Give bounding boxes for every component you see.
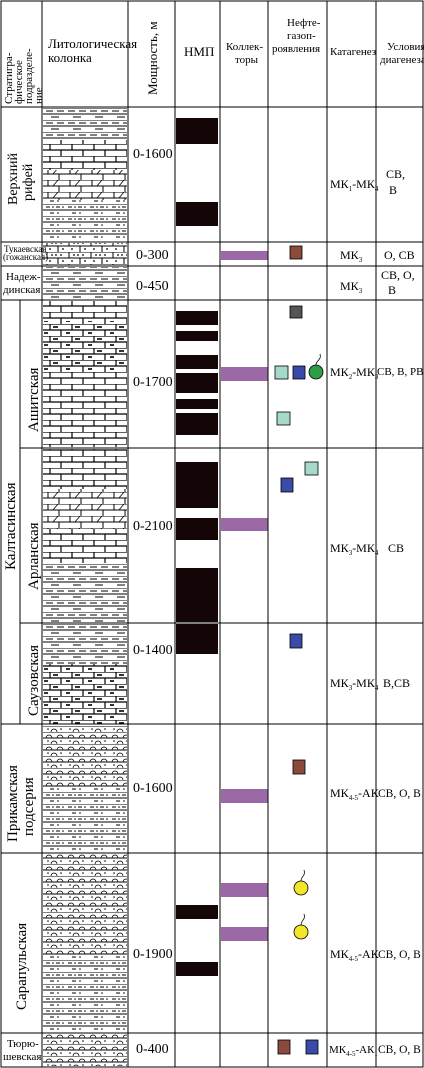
drop-stem (300, 913, 305, 926)
lithology-column (43, 107, 127, 1066)
thickness-value: 0-1600 (133, 781, 173, 796)
thickness-value: 0-450 (136, 279, 169, 294)
thickness-value: 0-1400 (133, 643, 173, 658)
thickness-value: 0-1700 (133, 375, 173, 390)
katagenez-value: МК3-МК4 (330, 541, 379, 557)
strat-units: Верхний рифей Тукаевская (гожанская) Над… (3, 149, 49, 1063)
drop-stem (300, 869, 305, 882)
nmp-bar (176, 399, 218, 409)
thickness-value: 0-1900 (133, 947, 173, 962)
show-yellow-drop (293, 924, 309, 940)
thickness-value: 0-2100 (133, 519, 173, 534)
show-teal-square (304, 461, 319, 476)
header-ngp: Нефте- газоп- роявления (272, 17, 323, 55)
collector-bar (221, 251, 268, 260)
group-kaltasinskaya: Калтасинская (3, 482, 19, 570)
show-green-drop (308, 364, 324, 380)
conditions-value: СВ, В (386, 167, 408, 197)
katagenez-value: МК3 (340, 248, 363, 264)
header: Стратигра- фическое подразделе- ние Лито… (3, 17, 424, 104)
conditions-value: СВ, О, В (378, 1044, 421, 1056)
conditions-value: СВ, О, В (381, 268, 418, 297)
show-brown-square (292, 759, 306, 775)
conditions-value: О, СВ (384, 248, 415, 262)
unit-sarapulskaya: Сарапульская (14, 923, 30, 1010)
nmp-bar (176, 962, 218, 976)
nmp-bar (176, 568, 218, 622)
nmp-bar (176, 331, 218, 341)
unit-sauzovskaya: Саузовская (26, 645, 42, 716)
nmp-bar (176, 311, 218, 325)
nmp-bar (176, 413, 218, 435)
unit-arlanskaya: Арланская (26, 522, 42, 590)
katagenez-value: МК4-5-АК (330, 786, 380, 802)
unit-tukaevskaya: Тукаевская (гожанская) (3, 244, 49, 262)
header-nmp: НМП (184, 44, 214, 59)
katagenez-value: МК4-5-АК (330, 947, 380, 963)
conditions-value: СВ, В, РВ (377, 366, 423, 378)
collector-bar (221, 367, 268, 381)
drop-stem (315, 353, 321, 366)
show-brown-square (277, 1039, 291, 1055)
show-teal-square (274, 365, 289, 380)
unit-nadezhdinskaya: Надеж- динская (3, 271, 43, 296)
header-thickness: Мощность, м (145, 21, 160, 95)
thickness-column: 0-1600 0-300 0-450 0-1700 0-2100 0-1400 … (133, 147, 173, 1057)
collectors-column (221, 251, 268, 941)
show-blue-square (280, 477, 294, 493)
nmp-bar (176, 355, 218, 369)
unit-verkhny-rifey: Верхний рифей (6, 149, 36, 205)
conditions-value: СВ, О, В (378, 788, 421, 800)
header-collectors: Коллек- торы (226, 41, 266, 66)
nmp-bar (176, 202, 218, 226)
collector-bar (221, 518, 268, 531)
show-blue-square (292, 365, 306, 380)
unit-tyuryushevskaya: Тюрю- шевская (3, 1038, 42, 1063)
oil-gas-shows (274, 245, 324, 1055)
thickness-value: 0-400 (136, 1042, 169, 1057)
nmp-bar (176, 905, 218, 919)
show-gray-square (289, 305, 303, 319)
katagenez-column: МК1-МК4 МК3 МК3 МК2-МК3 МК3-МК4 МК3-МК4 … (329, 177, 380, 1058)
katagenez-value: МК2-МК3 (330, 365, 379, 381)
nmp-bar (176, 462, 218, 508)
thickness-value: 0-1600 (133, 147, 173, 162)
show-yellow-drop (293, 880, 309, 896)
header-diagenesis: Условия диагенеза (380, 41, 424, 66)
collector-bar (221, 789, 268, 803)
show-teal-square (276, 411, 291, 426)
unit-ashitskaya: Ашитская (26, 367, 42, 432)
show-blue-square (289, 633, 303, 649)
header-katagenez: Катагенез (330, 46, 376, 58)
nmp-column (176, 118, 218, 976)
nmp-bar (176, 518, 218, 540)
nmp-bar (176, 624, 218, 654)
nmp-bar (176, 118, 218, 144)
show-brown-square (289, 245, 303, 260)
unit-prikamskaya: Прикамская подсерия (5, 761, 37, 842)
katagenez-value: МК3-МК4 (330, 676, 379, 692)
header-strat: Стратигра- фическое подразделе- ние (3, 46, 45, 104)
collector-bar (221, 883, 268, 897)
conditions-value: СВ (388, 541, 404, 555)
conditions-value: В,СВ (383, 676, 410, 690)
katagenez-value: МК1-МК4 (330, 177, 379, 193)
katagenez-value: МК3 (340, 279, 363, 295)
conditions-value: СВ, О, В (378, 949, 421, 961)
show-blue-square (305, 1039, 319, 1055)
nmp-bar (176, 373, 218, 393)
header-lithology: Литологическая колонка (48, 36, 140, 65)
thickness-value: 0-300 (136, 248, 169, 263)
katagenez-value: МК4-5-АК1 (329, 1044, 378, 1058)
collector-bar (221, 927, 268, 941)
diagenesis-column: СВ, В О, СВ СВ, О, В СВ, В, РВ СВ В,СВ С… (377, 167, 423, 1056)
